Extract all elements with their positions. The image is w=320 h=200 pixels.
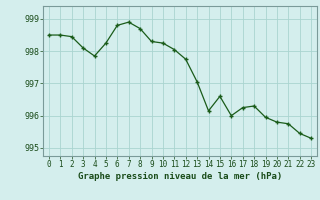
X-axis label: Graphe pression niveau de la mer (hPa): Graphe pression niveau de la mer (hPa) bbox=[78, 172, 282, 181]
